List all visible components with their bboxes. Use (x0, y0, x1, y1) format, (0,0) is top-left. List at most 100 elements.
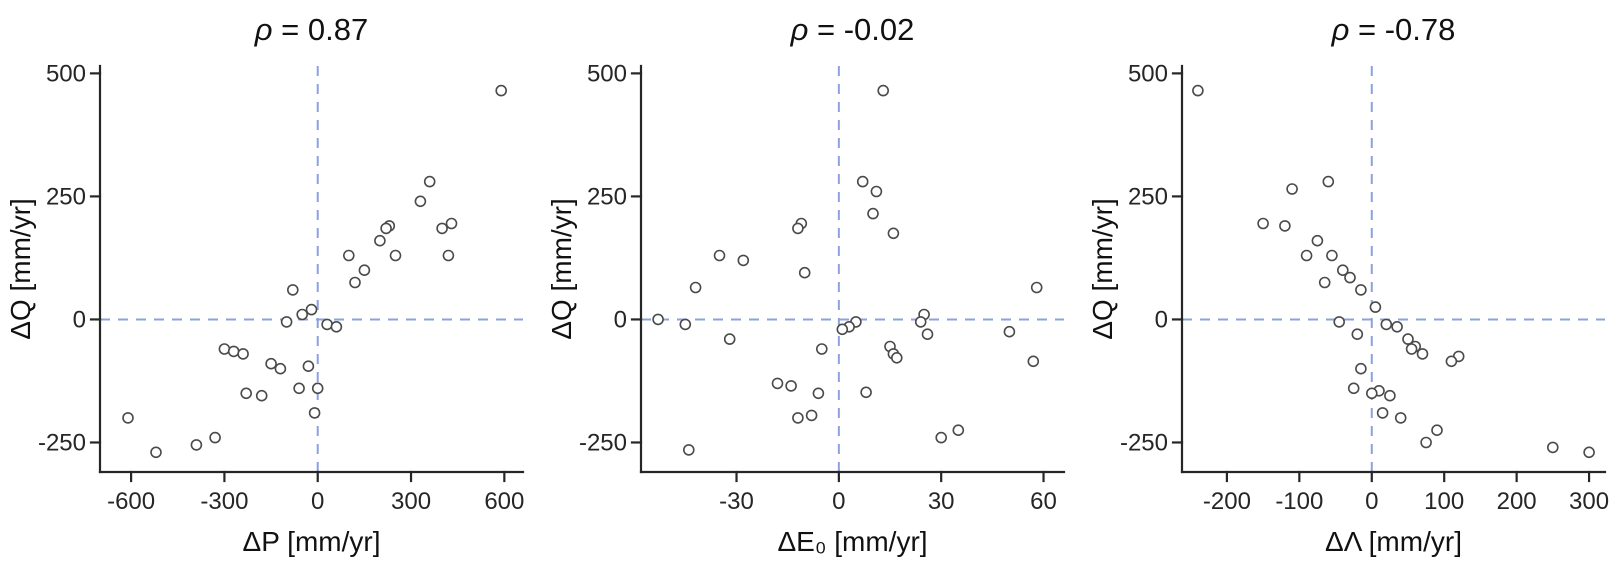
data-point (423, 175, 436, 188)
data-point (296, 308, 309, 321)
x-tick-label: 100 (1424, 488, 1464, 515)
x-axis-label: ΔE₀ [mm/yr] (777, 526, 927, 557)
data-point (1384, 389, 1396, 402)
x-tick-label: 0 (311, 488, 324, 515)
data-point (689, 281, 702, 294)
rho-symbol: ρ (790, 12, 809, 47)
rho-value: = -0.02 (808, 12, 915, 47)
data-point (311, 382, 324, 395)
y-tick-label: 500 (1128, 60, 1168, 87)
data-point (1351, 328, 1364, 341)
data-point (495, 84, 508, 97)
rho-symbol: ρ (254, 12, 273, 47)
data-point (380, 222, 392, 235)
data-point (815, 343, 828, 355)
data-point (713, 249, 726, 262)
data-point (1279, 220, 1291, 232)
data-point (914, 316, 927, 328)
scatter-plot-delta-e0: -30 0 30 60 -250 0 250 500 ΔE₀ [mm/yr] ΔQ [mm/yr] (546, 60, 1066, 557)
y-tick-label: 0 (1155, 306, 1168, 333)
data-point (218, 343, 231, 355)
data-point (1322, 175, 1335, 188)
data-point (1445, 355, 1458, 368)
data-point (1431, 424, 1443, 437)
y-tick-label: -250 (579, 429, 627, 456)
data-point (792, 412, 804, 424)
scatter-plot-delta-p: -600 -300 0 300 600 -250 0 250 500 ΔP [mm/yr] ΔQ [… (5, 60, 524, 557)
y-axis-label: ΔQ [mm/yr] (5, 198, 36, 340)
panel-title: ρ = -0.78 (1082, 0, 1623, 52)
data-point (1376, 407, 1389, 419)
data-point (286, 284, 299, 296)
x-tick-label: -300 (200, 488, 248, 515)
data-point (836, 323, 849, 336)
data-point (293, 382, 305, 395)
data-point (436, 222, 448, 235)
panel-title: ρ = -0.02 (541, 0, 1082, 52)
scatter-plot-delta-lambda: -200 -100 0 100 200 300 -250 0 250 500 ΔΛ [mm/yr] Δ… (1087, 60, 1609, 557)
data-point (445, 217, 458, 230)
data-point (1402, 333, 1414, 345)
data-point (1365, 387, 1378, 400)
data-point (1546, 441, 1559, 454)
y-tick-label: 250 (1128, 183, 1168, 210)
x-tick-label: -600 (107, 488, 155, 515)
x-tick-label: 30 (928, 488, 955, 515)
data-point (321, 318, 333, 331)
rho-value: = 0.87 (272, 12, 369, 47)
data-point (308, 407, 321, 419)
data-point (414, 195, 427, 208)
y-tick-label: -250 (1120, 429, 1168, 456)
x-tick-label: -100 (1275, 488, 1323, 515)
data-point (274, 362, 287, 375)
data-point (1347, 382, 1360, 395)
y-tick-label: 500 (46, 60, 86, 87)
x-tick-label: 0 (1365, 488, 1378, 515)
data-point (683, 444, 695, 456)
data-point (723, 333, 736, 345)
data-point (1326, 249, 1338, 262)
data-point (798, 266, 811, 279)
x-tick-label: -30 (719, 488, 754, 515)
x-tick-label: 300 (1569, 488, 1609, 515)
data-point (1391, 320, 1403, 333)
rho-symbol: ρ (1331, 12, 1350, 47)
data-point (1257, 217, 1269, 230)
data-point (805, 409, 818, 422)
data-point (302, 360, 315, 373)
data-point (330, 320, 343, 333)
y-tick-label: 500 (587, 60, 627, 87)
data-point (1318, 276, 1331, 289)
data-point (255, 389, 268, 402)
data-point (860, 386, 872, 399)
data-point (227, 345, 240, 358)
data-point (737, 254, 750, 267)
data-point (1300, 249, 1313, 262)
data-point (1336, 264, 1349, 276)
data-point (1027, 355, 1040, 368)
data-point (679, 318, 692, 331)
data-point (771, 377, 784, 390)
data-point (1369, 301, 1382, 313)
data-point (1394, 412, 1407, 424)
x-tick-label: 600 (484, 488, 524, 515)
data-point (1286, 183, 1298, 195)
data-point (1192, 84, 1204, 97)
scatter-panel-delta-p: ρ = 0.87 -600 -300 0 300 600 -250 0 250 500 ΔP [m… (0, 0, 541, 567)
scatter-panel-delta-e0: ρ = -0.02 -30 0 30 60 -250 0 250 500 ΔE₀ [mm/yr]… (541, 0, 1082, 567)
rho-value: = -0.78 (1349, 12, 1456, 47)
y-tick-label: 250 (587, 183, 627, 210)
data-point (1355, 284, 1367, 296)
data-point (1405, 343, 1418, 355)
data-point (122, 412, 134, 424)
data-point (349, 276, 361, 289)
x-axis-label: ΔP [mm/yr] (243, 526, 381, 557)
x-tick-label: 200 (1497, 488, 1537, 515)
data-point (150, 446, 162, 459)
data-point (792, 222, 804, 235)
data-point (305, 303, 318, 316)
data-point (1416, 348, 1429, 360)
data-point (887, 227, 900, 240)
x-axis-label: ΔΛ [mm/yr] (1325, 526, 1462, 557)
